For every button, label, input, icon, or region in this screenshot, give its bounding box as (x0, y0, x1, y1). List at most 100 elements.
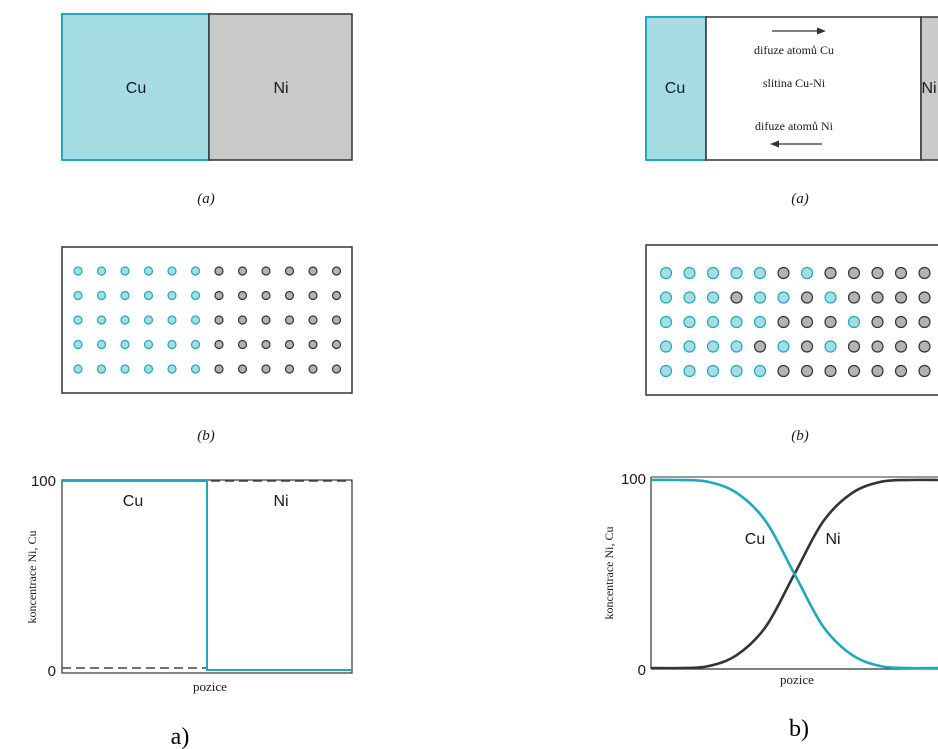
right-cu-atom (683, 340, 696, 353)
left-ni-atom (331, 364, 342, 374)
right-ni-atom (824, 266, 837, 280)
left-ni-region (208, 13, 353, 161)
right-alloy-region (705, 16, 922, 161)
right-cu-atom (683, 364, 696, 378)
right-cu-atom (824, 340, 837, 353)
right-ni-series-label: Ni (825, 531, 840, 548)
right-ni-label: Ni (921, 80, 936, 97)
left-y-tick-100: 100 (31, 473, 56, 490)
left-cu-series-label: Cu (123, 493, 143, 510)
left-cu-atom (190, 315, 201, 325)
left-ni-atom (261, 364, 271, 374)
right-y-tick-100: 100 (621, 471, 646, 488)
left-ni-atom (214, 315, 224, 325)
right-ni-atom (777, 364, 790, 378)
left-cu-atom (120, 339, 130, 350)
right-ni-atom (894, 315, 908, 329)
left-cu-atom (143, 315, 154, 325)
right-ni-atom (824, 315, 837, 329)
left-cu-atom (96, 315, 107, 325)
right-x-axis-label: pozice (780, 672, 814, 687)
left-cu-atom (143, 290, 154, 301)
left-ni-atom (237, 315, 248, 325)
left-cu-atom (96, 339, 107, 350)
arrow-right-icon (772, 27, 826, 35)
left-ni-atom (284, 339, 295, 350)
arrow-left-icon (770, 140, 822, 148)
left-cu-atom (73, 290, 83, 301)
right-cu-atom (753, 315, 767, 329)
left-ni-atom (308, 339, 318, 350)
right-cu-label: Cu (665, 80, 685, 97)
right-ni-atom (918, 340, 931, 353)
left-ni-atom (214, 364, 224, 374)
left-cu-atom (120, 364, 130, 374)
right-cu-atom (730, 266, 743, 280)
right-lattice-caption: (b) (791, 428, 809, 444)
right-block-caption: (a) (791, 191, 809, 207)
right-y-tick-0: 0 (638, 662, 646, 679)
right-cu-atom (659, 315, 673, 329)
right-figure-label: b) (789, 716, 809, 742)
left-ni-atom (214, 266, 224, 276)
left-ni-atom (308, 290, 318, 301)
right-cu-atom (753, 291, 767, 304)
right-ni-atom (871, 266, 884, 280)
left-x-axis-label: pozice (193, 679, 227, 694)
right-cu-atom (706, 340, 720, 353)
right-cu-atom (847, 315, 861, 329)
left-ni-atom (284, 266, 295, 276)
left-ni-atom (284, 364, 295, 374)
right-ni-atom (777, 315, 790, 329)
left-block-caption: (a) (197, 191, 215, 207)
right-cu-atom (683, 266, 696, 280)
right-ni-atom (894, 266, 908, 280)
left-cu-atom (190, 364, 201, 374)
right-lattice (645, 244, 938, 396)
alloy-label: slitina Cu-Ni (763, 76, 826, 90)
right-cu-series-label: Cu (745, 531, 765, 548)
left-cu-atom (120, 290, 130, 301)
left-ni-series-label: Ni (273, 493, 288, 510)
left-ni-atom (331, 339, 342, 350)
right-cu-atom (730, 340, 743, 353)
left-cu-atom (190, 290, 201, 301)
left-ni-atom (308, 315, 318, 325)
left-cu-atom (167, 266, 177, 276)
left-ni-atom (214, 290, 224, 301)
right-cu-atom (753, 266, 767, 280)
left-cu-atom (120, 315, 130, 325)
left-cu-atom (143, 364, 154, 374)
left-ni-atom (237, 290, 248, 301)
left-cu-atom (167, 339, 177, 350)
left-cu-atom (96, 266, 107, 276)
right-ni-region (920, 16, 938, 161)
left-ni-atom (261, 339, 271, 350)
right-cu-atom (706, 315, 720, 329)
left-cu-label: Cu (126, 80, 146, 97)
diffusion-cu-label: difuze atomů Cu (754, 43, 834, 57)
right-ni-atom (894, 364, 908, 378)
left-cu-atom (96, 290, 107, 301)
right-ni-atom (871, 315, 884, 329)
right-cu-atom (706, 266, 720, 280)
left-ni-atom (261, 290, 271, 301)
left-concentration-chart: 100 0 koncentrace Ni, Cu pozice Cu Ni (25, 473, 353, 694)
right-ni-atom (777, 266, 790, 280)
left-cu-atom (167, 364, 177, 374)
right-ni-atom (730, 291, 743, 304)
left-cu-atom (73, 339, 83, 350)
right-ni-atom (918, 291, 931, 304)
left-ni-atom (261, 266, 271, 276)
right-cu-atom (659, 291, 673, 304)
right-cu-atom (659, 266, 673, 280)
right-cu-atom (730, 315, 743, 329)
right-ni-atom (894, 340, 908, 353)
right-cu-atom (659, 340, 673, 353)
left-ni-atom (237, 266, 248, 276)
left-ni-atom (237, 364, 248, 374)
left-figure-label: a) (171, 724, 190, 749)
left-block-diagram: Cu Ni (61, 13, 353, 161)
left-cu-atom (120, 266, 130, 276)
